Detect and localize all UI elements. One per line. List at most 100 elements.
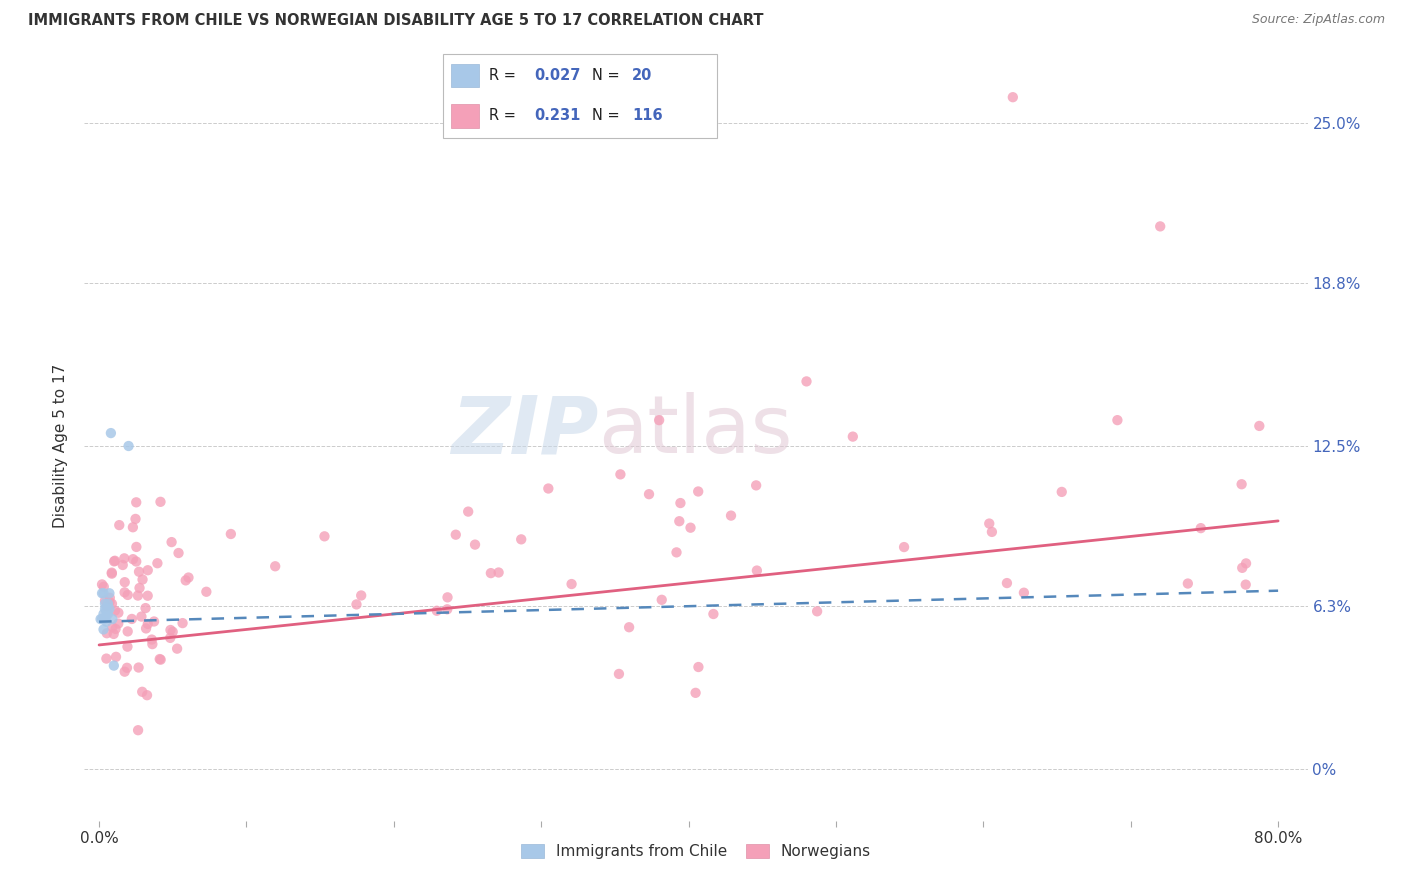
- Point: [101, 597, 124, 611]
- Point: [91, 586, 114, 600]
- Point: [159, 631, 181, 645]
- Point: [141, 632, 163, 647]
- Point: [96, 615, 118, 629]
- Point: [127, 589, 149, 603]
- Point: [122, 552, 145, 566]
- Point: [167, 546, 190, 560]
- Point: [141, 637, 163, 651]
- Point: [115, 661, 138, 675]
- Point: [346, 598, 368, 612]
- Point: [1232, 561, 1254, 575]
- Point: [121, 612, 143, 626]
- Point: [685, 686, 707, 700]
- Point: [103, 658, 125, 673]
- Point: [101, 620, 124, 634]
- Point: [219, 527, 242, 541]
- Point: [464, 538, 486, 552]
- Point: [96, 626, 118, 640]
- Point: [100, 426, 122, 441]
- Point: [457, 505, 479, 519]
- Bar: [451, 104, 478, 128]
- Point: [609, 467, 631, 482]
- Point: [980, 524, 1002, 539]
- Point: [117, 588, 139, 602]
- Point: [146, 556, 169, 570]
- Point: [1107, 413, 1129, 427]
- Point: [665, 545, 688, 559]
- Y-axis label: Disability Age 5 to 17: Disability Age 5 to 17: [53, 364, 69, 528]
- Point: [143, 615, 166, 629]
- Point: [136, 589, 159, 603]
- Point: [114, 665, 136, 679]
- Text: atlas: atlas: [598, 392, 793, 470]
- Text: R =: R =: [489, 68, 522, 83]
- Text: IMMIGRANTS FROM CHILE VS NORWEGIAN DISABILITY AGE 5 TO 17 CORRELATION CHART: IMMIGRANTS FROM CHILE VS NORWEGIAN DISAB…: [28, 13, 763, 29]
- Text: ZIP: ZIP: [451, 392, 598, 470]
- Point: [160, 535, 183, 549]
- Point: [537, 482, 560, 496]
- Point: [103, 627, 125, 641]
- Legend: Immigrants from Chile, Norwegians: Immigrants from Chile, Norwegians: [515, 838, 877, 865]
- Point: [94, 612, 117, 626]
- Point: [174, 574, 197, 588]
- Point: [1189, 521, 1212, 535]
- Point: [617, 620, 640, 634]
- Point: [149, 652, 172, 666]
- Point: [96, 607, 118, 621]
- Point: [131, 609, 153, 624]
- Point: [1234, 557, 1257, 571]
- Point: [195, 584, 218, 599]
- Point: [1012, 585, 1035, 599]
- Point: [111, 558, 134, 572]
- Point: [561, 577, 583, 591]
- Point: [93, 586, 115, 600]
- Point: [94, 593, 117, 607]
- Point: [1050, 484, 1073, 499]
- Point: [177, 570, 200, 584]
- Point: [96, 601, 118, 615]
- Point: [159, 623, 181, 637]
- Point: [117, 640, 139, 654]
- Point: [98, 601, 121, 615]
- Point: [135, 601, 157, 615]
- Point: [125, 540, 148, 554]
- Point: [101, 566, 124, 581]
- FancyBboxPatch shape: [443, 54, 717, 138]
- Point: [117, 624, 139, 639]
- Point: [125, 554, 148, 568]
- Point: [131, 573, 153, 587]
- Point: [97, 597, 120, 611]
- Point: [98, 586, 121, 600]
- Point: [702, 607, 724, 621]
- Point: [124, 512, 146, 526]
- Point: [688, 660, 710, 674]
- Text: 116: 116: [633, 108, 662, 123]
- Point: [128, 565, 150, 579]
- Point: [893, 540, 915, 554]
- Bar: [451, 63, 478, 87]
- Point: [93, 607, 115, 621]
- Point: [607, 667, 630, 681]
- Point: [94, 601, 117, 615]
- Point: [98, 591, 121, 605]
- Point: [103, 554, 125, 568]
- Point: [264, 559, 287, 574]
- Point: [136, 616, 159, 631]
- Point: [669, 496, 692, 510]
- Point: [350, 589, 373, 603]
- Point: [104, 604, 127, 618]
- Point: [1230, 477, 1253, 491]
- Point: [488, 566, 510, 580]
- Point: [94, 597, 117, 611]
- Point: [314, 529, 336, 543]
- Point: [107, 616, 129, 631]
- Point: [510, 533, 533, 547]
- Text: 0.231: 0.231: [534, 108, 581, 123]
- Point: [91, 577, 114, 591]
- Point: [172, 616, 194, 631]
- Point: [93, 623, 115, 637]
- Point: [125, 495, 148, 509]
- Point: [166, 641, 188, 656]
- Point: [112, 551, 135, 566]
- Point: [745, 478, 768, 492]
